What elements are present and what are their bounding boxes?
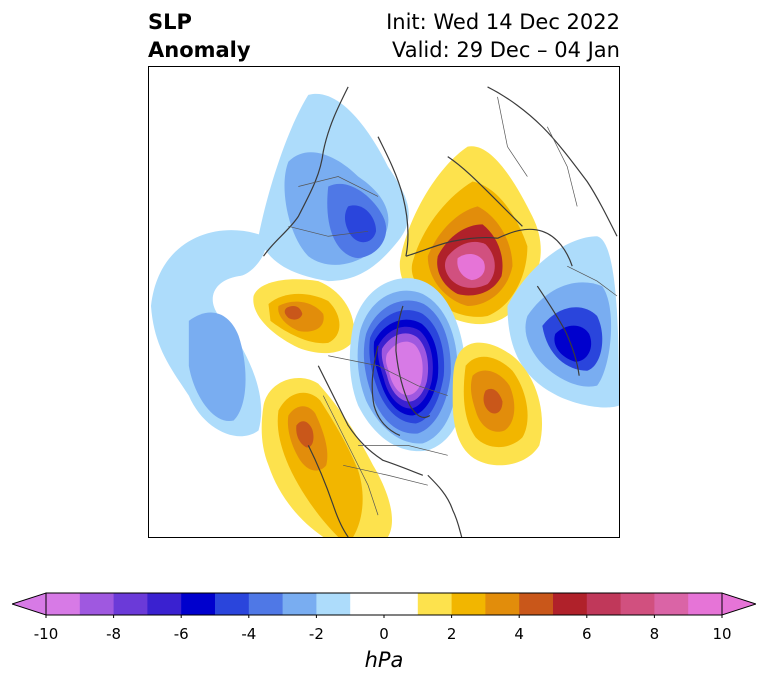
- borders: [288, 96, 618, 516]
- colorbar-bin-10: [417, 593, 453, 615]
- colorbar-bin-11: [451, 593, 486, 615]
- colorbar-tick-label: 2: [446, 625, 457, 643]
- init-date: Init: Wed 14 Dec 2022: [386, 10, 620, 34]
- colorbar-bin-6: [248, 593, 284, 615]
- colorbar-bins: [46, 593, 723, 615]
- colorbar-bin-5: [215, 593, 250, 615]
- colorbar-tick-label: -6: [173, 625, 189, 643]
- colorbar-over-extension: [721, 592, 756, 616]
- colorbar-tick-label: 8: [649, 625, 660, 643]
- colorbar-bin-13: [519, 593, 554, 615]
- colorbar-bin-12: [485, 593, 520, 615]
- colorbar-tick-label: -8: [106, 625, 122, 643]
- colorbar-tick-label: 0: [379, 625, 389, 643]
- colorbar-bin-8: [316, 593, 351, 615]
- colorbar-units: hPa: [364, 648, 404, 672]
- colorbar-bin-16: [620, 593, 655, 615]
- colorbar-bin-9: [350, 593, 419, 615]
- colorbar-bin-0: [46, 593, 81, 615]
- colorbar-tick-label: -2: [308, 625, 324, 643]
- colorbar-under-extension: [12, 592, 47, 616]
- colorbar-bin-1: [79, 593, 115, 615]
- valid-range: Valid: 29 Dec – 04 Jan: [391, 38, 620, 62]
- colorbar-tick-label: 6: [582, 625, 592, 643]
- colorbar-bin-2: [113, 593, 148, 615]
- colorbar-tick-label: 10: [712, 625, 732, 643]
- colorbar-bin-4: [181, 593, 216, 615]
- title-left: SLP Anomaly: [148, 8, 251, 64]
- colorbar-tick-label: 4: [514, 625, 524, 643]
- title-variable: SLP: [148, 10, 192, 34]
- colorbar-bin-14: [553, 593, 588, 615]
- colorbar-bin-15: [586, 593, 622, 615]
- title-field: Anomaly: [148, 38, 251, 62]
- colorbar-bin-3: [147, 593, 182, 615]
- colorbar-tick-label: -10: [33, 625, 59, 643]
- colorbar-tick-label: -4: [241, 625, 257, 643]
- title-right: Init: Wed 14 Dec 2022 Valid: 29 Dec – 04…: [386, 8, 620, 64]
- colorbar: [12, 592, 756, 618]
- colorbar-ticks: [45, 615, 723, 618]
- anomaly-map: [148, 66, 620, 538]
- colorbar-bin-18: [688, 593, 723, 615]
- coastlines: [263, 86, 618, 537]
- map-canvas: [150, 86, 619, 537]
- colorbar-bin-7: [282, 593, 317, 615]
- colorbar-bin-17: [654, 593, 689, 615]
- anomaly-fill: [150, 93, 619, 537]
